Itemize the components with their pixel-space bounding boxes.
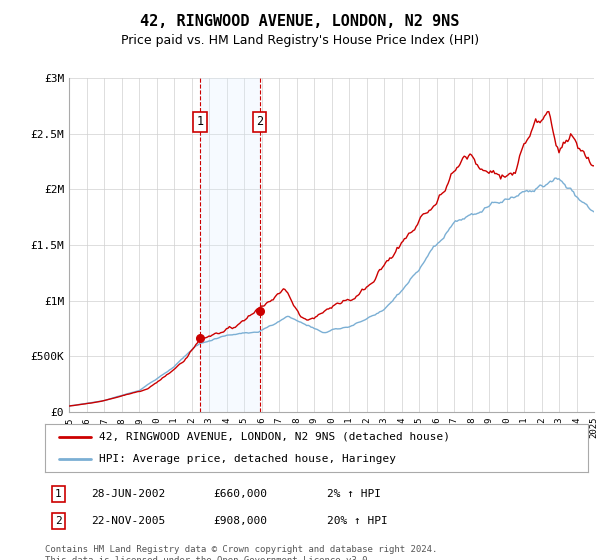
Text: 20% ↑ HPI: 20% ↑ HPI [328,516,388,526]
Text: 1: 1 [55,489,62,499]
Text: 42, RINGWOOD AVENUE, LONDON, N2 9NS (detached house): 42, RINGWOOD AVENUE, LONDON, N2 9NS (det… [100,432,450,442]
Text: 1: 1 [197,115,203,128]
Text: Price paid vs. HM Land Registry's House Price Index (HPI): Price paid vs. HM Land Registry's House … [121,34,479,46]
Text: HPI: Average price, detached house, Haringey: HPI: Average price, detached house, Hari… [100,454,397,464]
Text: 2% ↑ HPI: 2% ↑ HPI [328,489,382,499]
Text: 42, RINGWOOD AVENUE, LONDON, N2 9NS: 42, RINGWOOD AVENUE, LONDON, N2 9NS [140,14,460,29]
Text: Contains HM Land Registry data © Crown copyright and database right 2024.
This d: Contains HM Land Registry data © Crown c… [45,545,437,560]
Text: 2: 2 [256,115,263,128]
Text: £908,000: £908,000 [214,516,268,526]
Text: 28-JUN-2002: 28-JUN-2002 [91,489,166,499]
Text: 22-NOV-2005: 22-NOV-2005 [91,516,166,526]
Text: £660,000: £660,000 [214,489,268,499]
Text: 2: 2 [55,516,62,526]
Bar [200,78,260,412]
